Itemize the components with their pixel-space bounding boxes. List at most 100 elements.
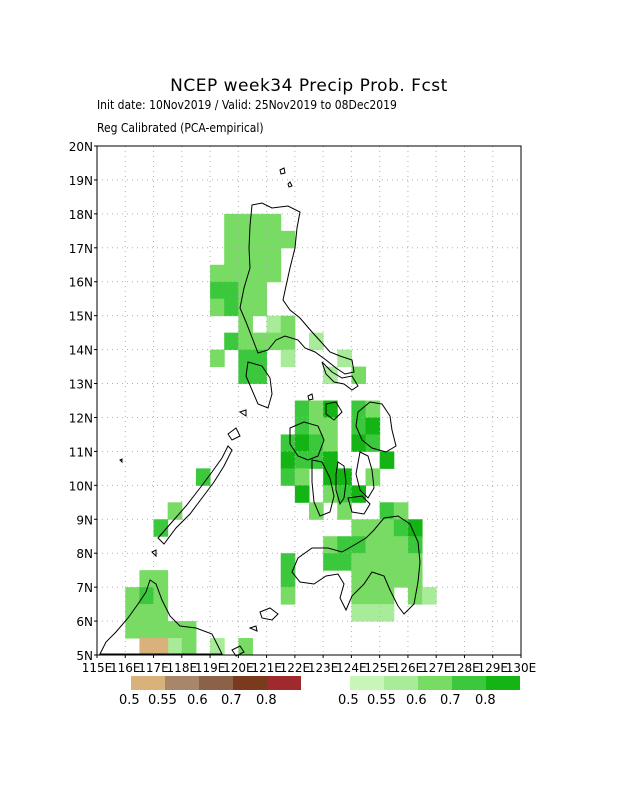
coast-masbate	[307, 393, 343, 421]
wet-probability-cell	[224, 332, 239, 351]
wet-probability-cell	[365, 553, 381, 571]
wet-probability-cell	[351, 519, 367, 537]
wet-probability-cell	[280, 587, 296, 605]
wet-probability-cell	[266, 247, 282, 266]
wet-probability-cell	[181, 621, 197, 639]
wet-probability-cell	[309, 502, 324, 520]
wet-probability-cell	[323, 451, 338, 469]
wet-probability-cell	[393, 536, 409, 554]
wet-probability-cell	[195, 468, 211, 486]
latitude-label: 7N	[76, 581, 93, 595]
coast-leyte	[355, 451, 375, 499]
wet-probability-cell	[153, 570, 169, 588]
wet-probability-cell	[266, 315, 282, 334]
longitude-label: 117E	[138, 661, 169, 675]
latitude-label: 5N	[76, 649, 93, 663]
wet-label-0: 0.5	[338, 693, 359, 708]
wet-probability-cell	[351, 485, 367, 503]
wet-probability-cell	[422, 587, 437, 605]
colorbar-swatch	[233, 676, 267, 690]
wet-probability-cell	[337, 502, 352, 520]
longitude-label: 122E	[280, 661, 311, 675]
wet-probability-cell	[139, 604, 155, 622]
wet-probability-cell	[153, 604, 169, 622]
map-title: NCEP week34 Precip Prob. Fcst	[170, 76, 448, 96]
coast-negros	[311, 459, 335, 517]
map-subtitle-method: Reg Calibrated (PCA-empirical)	[97, 121, 264, 135]
latitude-label: 9N	[76, 513, 93, 527]
wet-probability-cell	[167, 502, 183, 520]
latitude-label: 14N	[69, 344, 93, 358]
longitude-label: 121E	[251, 661, 282, 675]
map-frame	[96, 145, 522, 656]
wet-probability-cell	[337, 468, 352, 486]
wet-probability-cell	[280, 349, 296, 368]
wet-probability-cell	[365, 400, 381, 418]
latitude-label: 10N	[69, 479, 93, 493]
probability-cells	[125, 213, 437, 656]
longitude-label: 125E	[364, 661, 395, 675]
wet-probability-cell	[280, 230, 296, 249]
wet-probability-cell	[365, 434, 381, 452]
wet-probability-cell	[323, 366, 338, 385]
coast-islets	[119, 458, 157, 558]
wet-probability-cell	[181, 638, 197, 656]
coast-mindoro	[245, 361, 273, 409]
latitude-label: 11N	[69, 445, 93, 459]
wet-probability-cell	[224, 230, 239, 249]
wet-probability-cell	[351, 434, 367, 452]
wet-probability-cell	[351, 570, 367, 588]
wet-probability-cell	[125, 621, 140, 639]
dry-label-1: 0.55	[148, 693, 177, 708]
wet-probability-cell	[351, 553, 367, 571]
coast-mindanao	[291, 515, 421, 615]
longitude-label: 127E	[421, 661, 452, 675]
wet-probability-cell	[238, 264, 253, 283]
wet-probability-cell	[153, 621, 169, 639]
map-subtitle-dates: Init date: 10Nov2019 / Valid: 25Nov2019 …	[97, 98, 397, 112]
wet-probability-cell	[252, 230, 268, 249]
wet-probability-cell	[365, 519, 381, 537]
longitude-label: 123E	[308, 661, 339, 675]
wet-probability-cell	[266, 264, 282, 283]
wet-probability-cell	[210, 298, 225, 317]
wet-probability-cell	[280, 332, 296, 351]
coast-sulu	[231, 607, 279, 657]
colorbar-swatch	[452, 676, 486, 690]
wet-probability-cell	[252, 213, 268, 232]
latitude-label: 20N	[69, 140, 93, 154]
coast-bohol	[347, 495, 371, 515]
wet-probability-cell	[139, 621, 155, 639]
longitude-label: 116E	[110, 661, 141, 675]
coastlines	[99, 167, 421, 657]
wet-probability-cell	[224, 247, 239, 266]
wet-probability-cell	[266, 213, 282, 232]
wet-probability-cell	[280, 434, 296, 452]
wet-probability-cell	[252, 264, 268, 283]
wet-label-4: 0.8	[475, 693, 496, 708]
wet-probability-cell	[238, 281, 253, 300]
wet-probability-cell	[280, 468, 296, 486]
wet-probability-cell	[379, 451, 395, 469]
wet-probability-cell	[224, 298, 239, 317]
wet-label-1: 0.55	[367, 693, 396, 708]
wet-probability-cell	[294, 400, 310, 418]
coast-samar	[355, 401, 397, 453]
wet-probability-cell	[323, 468, 338, 486]
wet-probability-cell	[238, 349, 253, 368]
wet-probability-cell	[252, 366, 268, 385]
wet-probability-cell	[167, 638, 183, 656]
colorbar-swatch	[486, 676, 520, 690]
wet-probability-cell	[407, 553, 423, 571]
wet-probability-cell	[238, 247, 253, 266]
wet-probability-cell	[294, 417, 310, 435]
wet-probability-cell	[210, 264, 225, 283]
wet-probability-cell	[210, 281, 225, 300]
wet-probability-cell	[365, 536, 381, 554]
coast-calamian	[227, 409, 247, 441]
dry-probability-cell	[153, 638, 169, 656]
wet-probability-cell	[266, 230, 282, 249]
longitude-label: 120E	[223, 661, 254, 675]
wet-probability-cell	[407, 536, 423, 554]
